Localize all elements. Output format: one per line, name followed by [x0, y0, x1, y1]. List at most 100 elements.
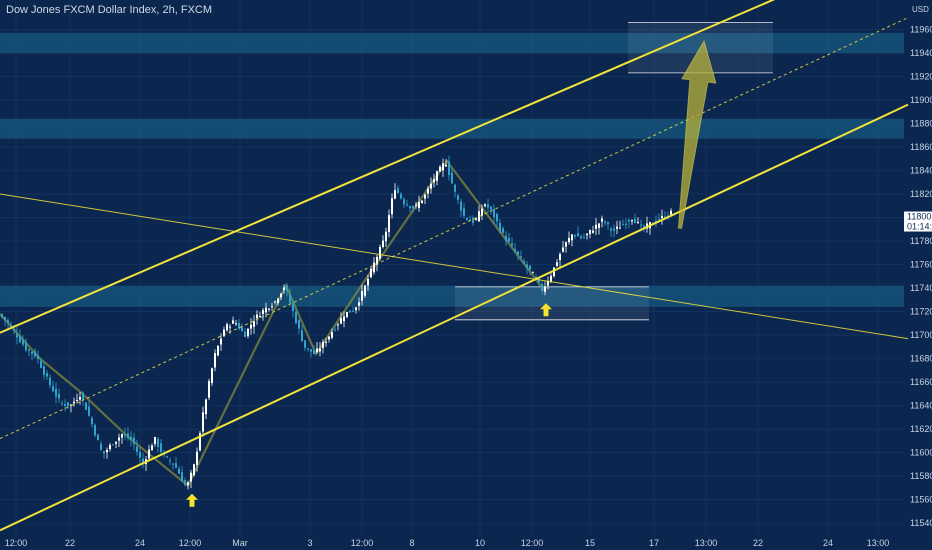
candle-body [238, 323, 240, 329]
candle-body [112, 444, 114, 446]
candle-body [253, 321, 255, 327]
candle-body [505, 235, 507, 241]
candle-body [256, 314, 258, 319]
time-tick-label: 15 [585, 538, 595, 548]
candle-body [172, 463, 174, 465]
candle-body [358, 302, 360, 306]
candle-body [475, 218, 477, 220]
candle-body [388, 215, 390, 232]
candle-body [298, 319, 300, 329]
candle-body [46, 373, 48, 377]
candle-body [319, 348, 321, 352]
candle-body [379, 246, 381, 259]
candle-body [82, 392, 84, 400]
projection-arrow-shape [677, 39, 717, 229]
time-tick-label: 24 [823, 538, 833, 548]
candle-body [97, 434, 99, 441]
candle-body [553, 267, 555, 277]
price-axis[interactable]: USD 11540 11560 11580 11600 11620 11640 11660 1… [910, 5, 932, 528]
candle-body [241, 326, 243, 332]
candle-body [4, 317, 6, 320]
candle-body [265, 307, 267, 313]
sr-zone [0, 118, 904, 139]
time-tick-label: 12:00 [351, 538, 374, 548]
last-price-value: 11800 [907, 212, 931, 222]
price-tick-label: 11540 [910, 518, 932, 528]
candle-body [499, 223, 501, 232]
candle-body [409, 206, 411, 209]
candle-body [115, 441, 117, 444]
channel-lower-line [0, 103, 909, 532]
candle-body [328, 336, 330, 340]
candle-body [442, 163, 444, 171]
candle-body [31, 351, 33, 354]
candle-body [106, 450, 108, 453]
candle-body [592, 230, 594, 233]
candle-body [154, 437, 156, 444]
candle-body [334, 329, 336, 331]
time-tick-label: 3 [307, 538, 312, 548]
bar-countdown: 01:14:1 [907, 222, 932, 232]
candle-body [76, 400, 78, 402]
candle-body [481, 208, 483, 216]
candle-body [292, 302, 294, 312]
candle-body [574, 235, 576, 237]
candle-body [472, 218, 474, 223]
price-tick-label: 11960 [910, 24, 932, 34]
chart-title: Dow Jones FXCM Dollar Index, 2h, FXCM [6, 4, 213, 16]
candle-body [637, 221, 639, 223]
candle-body [361, 290, 363, 301]
price-tick-label: 11640 [910, 401, 932, 411]
time-tick-label: 17 [649, 538, 659, 548]
candle-body [415, 204, 417, 206]
time-axis[interactable]: 12:00 22 24 12:00 Mar 3 12:00 8 10 12:00 15 17 13:00… [5, 538, 890, 548]
candle-body [235, 323, 237, 325]
candle-body [373, 262, 375, 273]
candle-body [43, 366, 45, 375]
candle-body [610, 228, 612, 231]
candle-body [607, 222, 609, 225]
candle-body [190, 472, 192, 482]
candle-body [127, 433, 129, 438]
candle-body [631, 220, 633, 222]
candle-body [403, 199, 405, 205]
sr-zone [0, 32, 904, 53]
price-tick-label: 11720 [910, 307, 932, 317]
candle-body [367, 278, 369, 286]
price-tick-label: 11920 [910, 71, 932, 81]
time-tick-label: 8 [409, 538, 414, 548]
candle-body [232, 320, 234, 324]
time-tick-label: 22 [65, 538, 75, 548]
candle-body [13, 328, 15, 331]
candle-body [133, 437, 135, 445]
candle-body [514, 248, 516, 252]
candle-body [571, 234, 573, 241]
price-tick-label: 11700 [910, 330, 932, 340]
candle-body [58, 393, 60, 399]
candle-body [562, 247, 564, 252]
candle-body [565, 242, 567, 247]
time-tick-label: 12:00 [5, 538, 28, 548]
pivot-markers [186, 303, 552, 507]
candle-body [271, 306, 273, 308]
candle-body [406, 204, 408, 206]
candle-body [25, 341, 27, 351]
candle-body [508, 237, 510, 242]
candle-body [121, 434, 123, 438]
candle-body [7, 320, 9, 323]
price-tick-label: 11940 [910, 48, 932, 58]
candle-body [130, 436, 132, 440]
candle-body [259, 316, 261, 318]
candle-body [223, 329, 225, 337]
candle-body [349, 310, 351, 313]
time-tick-label: 12:00 [521, 538, 544, 548]
candle-body [55, 388, 57, 397]
channel-upper-line [0, 0, 776, 334]
candle-body [541, 284, 543, 291]
candle-body [1, 314, 3, 318]
candle-body [205, 399, 207, 415]
candle-body [301, 330, 303, 342]
candle-body [370, 268, 372, 278]
candle-body [214, 353, 216, 368]
